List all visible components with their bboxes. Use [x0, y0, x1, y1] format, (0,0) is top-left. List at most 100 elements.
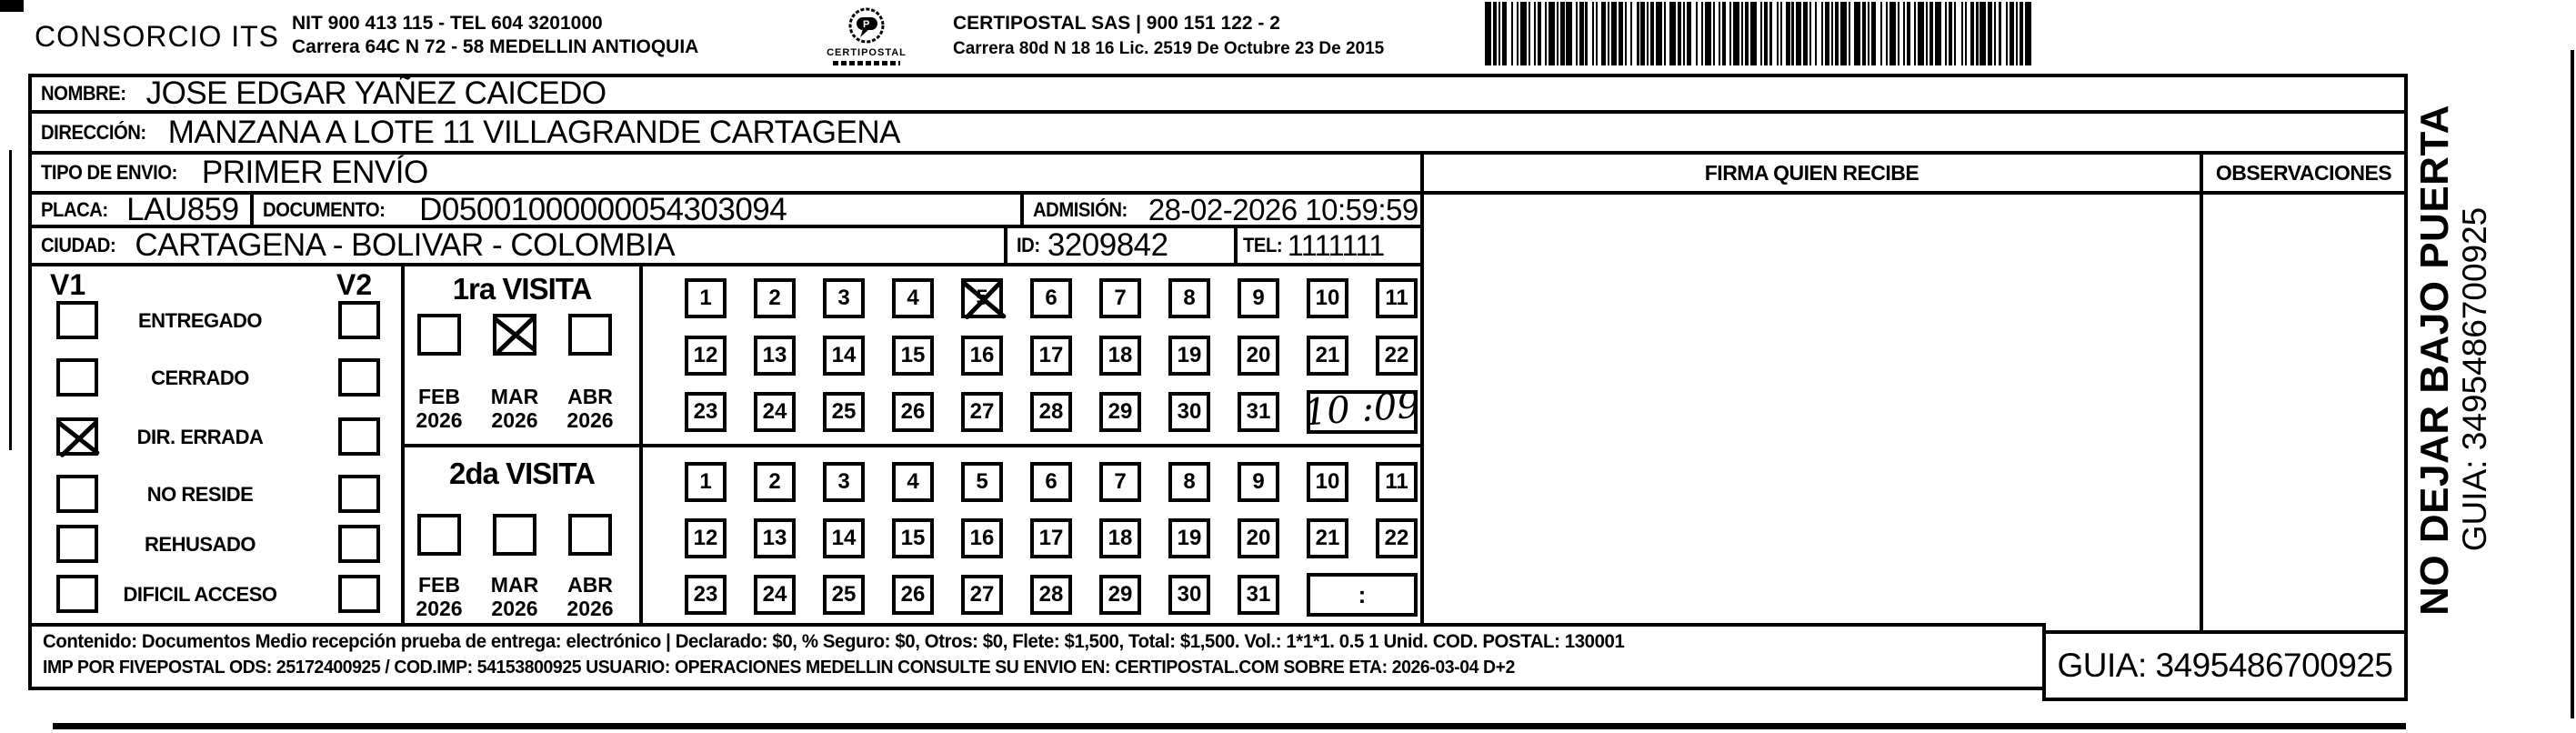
barcode-bar — [1825, 2, 1829, 65]
barcode-bar — [1649, 2, 1655, 65]
barcode-bar — [1960, 2, 1964, 65]
visit1-day-grid: 1 2 3 4 5 6 7 8 9 10 11 12 13 14 15 16 17 18 19 20 21 22 23 24 2… — [639, 263, 1424, 447]
barcode-bar — [1566, 2, 1573, 65]
barcode-bar — [1669, 2, 1676, 65]
barcode-bar — [1970, 2, 1975, 65]
visit2-month-label-mar: MAR — [490, 573, 539, 597]
tel-cell: TEL: 1111111 — [1234, 225, 1424, 266]
visit2-day-2: 2 — [754, 462, 796, 502]
visit2-day-17: 17 — [1030, 518, 1072, 558]
admision-cell: ADMISIÓN: 28-02-2026 10:59:59 — [1020, 191, 1424, 228]
barcode-bar — [1498, 2, 1501, 65]
barcode-bar — [1750, 2, 1758, 65]
v1-column-header: V1 — [50, 268, 86, 301]
visit1-month-label-abr: ABR — [567, 385, 613, 408]
barcode-bar — [1885, 2, 1889, 65]
visit1-day-23: 23 — [685, 392, 727, 432]
barcode-bar — [1556, 2, 1559, 65]
barcode-bar — [1853, 2, 1860, 65]
v2-checkbox-cerrado — [338, 358, 380, 397]
visit2-day-24: 24 — [754, 575, 796, 615]
direccion-row: DIRECCIÓN: MANZANA A LOTE 11 VILLAGRANDE… — [28, 110, 2408, 155]
visit2-day-9: 9 — [1238, 462, 1279, 502]
barcode-bar — [1629, 2, 1632, 65]
barcode-bar — [1906, 2, 1911, 65]
visit2-day-28: 28 — [1030, 575, 1072, 615]
barcode-bar — [1993, 2, 1996, 65]
barcode-bar — [1848, 2, 1851, 65]
v1-checkbox-dificil-acceso — [56, 575, 98, 613]
visit2-day-7: 7 — [1099, 462, 1141, 502]
v2-checkbox-no-reside — [338, 475, 380, 513]
visit2-day-13: 13 — [754, 518, 796, 558]
visit2-day-27: 27 — [961, 575, 1003, 615]
visit2-day-19: 19 — [1168, 518, 1210, 558]
v2-checkbox-dir-errada — [338, 417, 380, 456]
tipo-envio-cell: TIPO DE ENVIO: PRIMER ENVÍO — [28, 151, 1424, 195]
barcode-bar — [1646, 2, 1649, 65]
visit2-month-checkbox-feb — [417, 514, 461, 556]
barcode-bar — [1601, 2, 1606, 65]
barcode-bar — [1656, 2, 1663, 65]
barcode-bar — [1925, 2, 1928, 65]
visit2-year-label-mar: 2026 — [491, 597, 538, 620]
barcode-bar — [1918, 2, 1924, 65]
barcode-bar — [1777, 2, 1779, 65]
visit2-day-10: 10 — [1307, 462, 1348, 502]
sidebar-guia-value: GUIA: 3495486700925 — [2456, 206, 2493, 552]
visit1-day-2: 2 — [754, 278, 796, 318]
visit2-day-15: 15 — [892, 518, 934, 558]
barcode-bar — [1759, 2, 1763, 65]
placa-label: PLACA: — [41, 197, 108, 221]
visit1-month-label-feb: FEB — [418, 385, 460, 408]
visit2-months-cell: 2da VISITA FEB 2026 MAR 2026 ABR 2026 — [401, 444, 643, 627]
visit1-day-21: 21 — [1307, 336, 1348, 376]
visit1-day-24: 24 — [754, 392, 796, 432]
barcode-bar — [1596, 2, 1599, 65]
scan-right-line — [2571, 50, 2574, 718]
visit2-month-label-feb: FEB — [418, 573, 460, 597]
visit2-year-label-abr: 2026 — [566, 597, 614, 620]
visit2-day-5: 5 — [961, 462, 1003, 502]
barcode-bar — [1545, 2, 1548, 65]
visit1-month-checkbox-abr — [568, 314, 612, 356]
visit1-day-26: 26 — [892, 392, 934, 432]
visit1-day-28: 28 — [1030, 392, 1072, 432]
barcode-bar — [1575, 2, 1579, 65]
barcode-bar — [1935, 2, 1942, 65]
visit2-time-value: : — [1358, 580, 1367, 608]
visit1-year-label-feb: 2026 — [416, 408, 463, 432]
nombre-label: NOMBRE: — [41, 82, 126, 105]
tipo-envio-label: TIPO DE ENVIO: — [41, 161, 177, 184]
placa-value: LAU859 — [126, 191, 239, 227]
barcode-bar — [1830, 2, 1833, 65]
observaciones-body-cell — [2200, 191, 2408, 634]
footer-content-line: Contenido: Documentos Medio recepción pr… — [43, 631, 1625, 652]
direccion-value: MANZANA A LOTE 11 VILLAGRANDE CARTAGENA — [167, 114, 901, 150]
certipostal-title-line: CERTIPOSTAL SAS | 900 151 122 - 2 — [953, 13, 1280, 34]
guia-number-cell: GUIA: 3495486700925 — [2042, 630, 2408, 701]
barcode-bar — [1913, 2, 1917, 65]
visit2-day-3: 3 — [823, 462, 865, 502]
barcode-bar — [1889, 2, 1896, 65]
v1-checkbox-entregado — [56, 301, 98, 339]
visit2-day-16: 16 — [961, 518, 1003, 558]
placa-cell: PLACA: LAU859 — [28, 191, 254, 228]
barcode-bar — [1549, 2, 1556, 65]
barcode-bar — [1786, 2, 1790, 65]
barcode-bar — [1769, 2, 1772, 65]
visit2-month-label-abr: ABR — [567, 573, 613, 597]
barcode-bar — [1701, 2, 1704, 65]
id-label: ID: — [1017, 234, 1040, 256]
barcode-bar — [1624, 2, 1627, 65]
barcode-bar — [1897, 2, 1899, 65]
consorcio-address-line: Carrera 64C N 72 - 58 MEDELLIN ANTIOQUIA — [292, 36, 699, 57]
visit2-day-4: 4 — [892, 462, 934, 502]
barcode-bar — [1867, 2, 1870, 65]
tel-label: TEL: — [1243, 234, 1283, 256]
barcode-bar — [1809, 2, 1811, 65]
visit1-day-30: 30 — [1168, 392, 1210, 432]
documento-cell: DOCUMENTO: D05001000000054303094 — [250, 191, 1024, 228]
barcode-bar — [1683, 2, 1686, 65]
visit1-day-20: 20 — [1238, 336, 1279, 376]
